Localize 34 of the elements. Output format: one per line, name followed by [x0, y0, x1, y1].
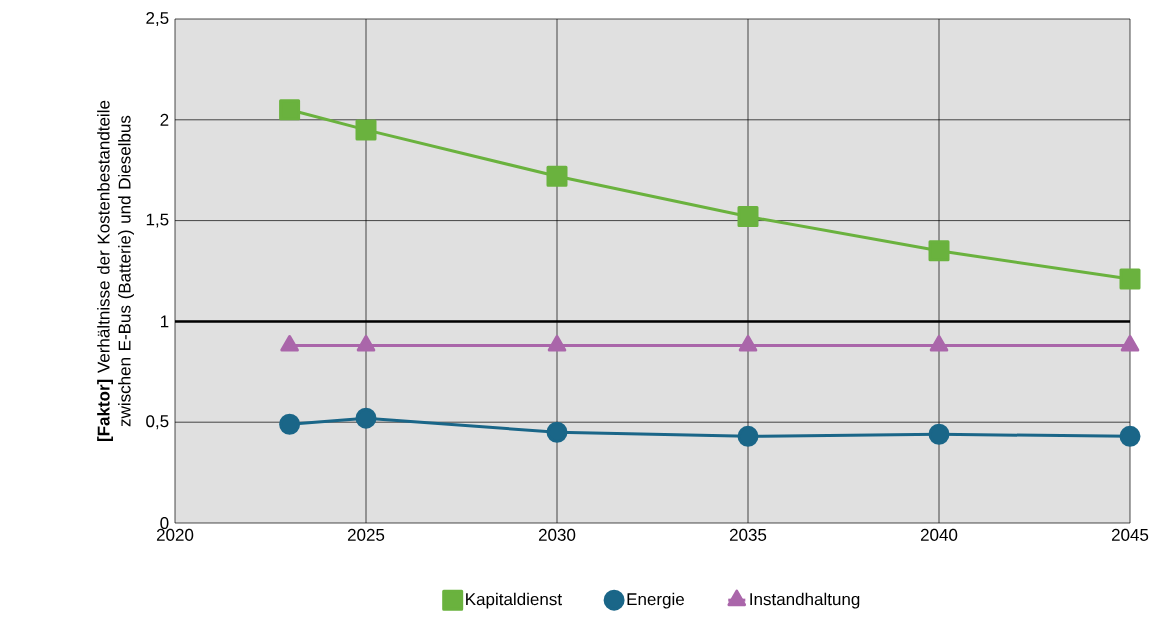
point [355, 407, 377, 429]
x-tick-label: 2025 [347, 528, 385, 541]
y-tick-label: 2 [160, 113, 169, 126]
point [928, 423, 950, 445]
point [547, 335, 567, 352]
point [546, 421, 568, 443]
legend-label: Kapitaldienst [466, 592, 562, 609]
point [546, 165, 568, 187]
point [280, 335, 299, 352]
point [1119, 425, 1141, 447]
y-tick-label: 2,5 [146, 11, 169, 27]
point [1119, 268, 1141, 290]
x-tick-label: 2020 [156, 528, 194, 541]
x-tick-label: 2045 [1111, 528, 1149, 541]
point [356, 335, 376, 352]
x-tick-label: 2035 [729, 528, 767, 541]
y-tick-label: 0,5 [146, 415, 169, 430]
legend-label: Instandhaltung [750, 592, 860, 609]
x-tick-label: 2040 [920, 528, 958, 541]
point [1120, 335, 1140, 352]
point [738, 335, 758, 352]
y-tick-label: 0 [160, 516, 169, 530]
point [928, 240, 950, 262]
legend-label: Energie [627, 592, 684, 609]
point [737, 425, 759, 447]
y-tick-label: 1,5 [146, 213, 169, 228]
y-axis-title: [Faktor] Verhältnisse der Kostenbestandteile zwischen E-Bus (Batterie) und Dieselbus [97, 100, 134, 442]
point [355, 119, 377, 141]
x-tick-label: 2030 [538, 528, 576, 541]
point [279, 413, 301, 435]
point [737, 206, 759, 228]
point [279, 99, 301, 121]
point [929, 335, 949, 352]
y-tick-label: 1 [160, 315, 169, 328]
